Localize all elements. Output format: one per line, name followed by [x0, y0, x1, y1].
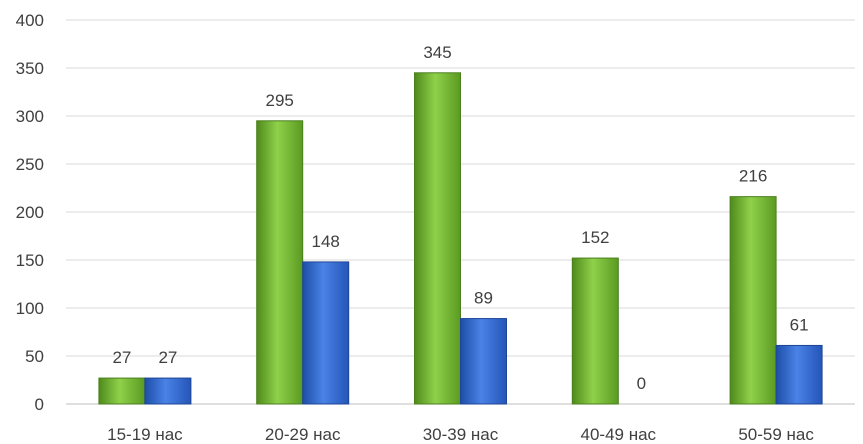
y-tick-label: 250: [16, 155, 44, 174]
data-label-series-1-4: 152: [581, 228, 609, 247]
y-tick-label: 400: [16, 11, 44, 30]
y-tick-label: 50: [25, 347, 44, 366]
bar-series-2-2: [302, 261, 350, 405]
bar-series-2-5: [775, 344, 823, 405]
data-labels: 27 27 295 148 345 89 152 0 216 61: [112, 43, 808, 393]
data-label-series-1-1: 27: [112, 348, 131, 367]
data-label-series-2-4: 0: [637, 374, 646, 393]
x-category-label: 30-39 нас: [423, 425, 499, 444]
data-label-series-2-2: 148: [312, 232, 340, 251]
data-label-series-1-2: 295: [266, 91, 294, 110]
y-tick-label: 100: [16, 299, 44, 318]
bar-series-2-3: [460, 318, 507, 405]
y-axis-tick-labels: 0 50 100 150 200 250 300 350 400: [16, 11, 44, 414]
y-tick-label: 0: [35, 395, 44, 414]
y-tick-label: 200: [16, 203, 44, 222]
x-category-label: 20-29 нас: [265, 425, 341, 444]
bar-series-1-5: [729, 196, 777, 405]
bar-series-1-4: [571, 257, 619, 405]
bar-series-1-2: [256, 120, 304, 405]
data-label-series-2-3: 89: [474, 289, 493, 308]
bar-series-2-1: [144, 377, 192, 405]
data-label-series-1-5: 216: [739, 167, 767, 186]
x-category-label: 50-59 нас: [738, 425, 814, 444]
bars: [98, 72, 823, 405]
y-tick-label: 300: [16, 107, 44, 126]
bar-series-1-1: [98, 377, 146, 405]
y-tick-label: 350: [16, 59, 44, 78]
x-axis-category-labels: 15-19 нас 20-29 нас 30-39 нас 40-49 нас 50-5…: [107, 425, 814, 444]
data-label-series-2-5: 61: [790, 315, 809, 334]
bar-series-1-3: [414, 72, 461, 405]
y-tick-label: 150: [16, 251, 44, 270]
x-category-label: 15-19 нас: [107, 425, 183, 444]
x-category-label: 40-49 нас: [581, 425, 657, 444]
data-label-series-1-3: 345: [423, 43, 451, 62]
data-label-series-2-1: 27: [158, 348, 177, 367]
